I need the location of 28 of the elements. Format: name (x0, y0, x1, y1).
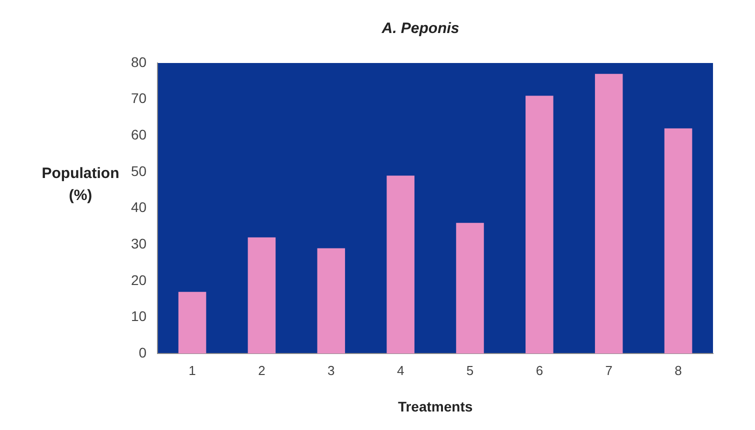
bar (386, 176, 414, 354)
bar (317, 248, 346, 354)
y-tick-label: 40 (130, 199, 147, 216)
x-tick-label: 7 (605, 362, 612, 378)
bar (594, 74, 623, 354)
x-tick-label: 3 (328, 362, 335, 378)
y-tick-label: 70 (130, 90, 147, 106)
x-tick-label: 1 (188, 362, 196, 378)
x-axis-title: Treatments (398, 398, 473, 414)
bar (456, 222, 484, 354)
y-tick-label: 20 (130, 272, 147, 288)
bar (178, 292, 206, 354)
y-tick-label: 50 (130, 162, 147, 179)
x-tick-label: 6 (536, 362, 544, 378)
bar (248, 237, 276, 354)
x-tick-label: 8 (674, 362, 682, 378)
x-tick-label: 2 (258, 362, 266, 378)
bar (664, 128, 692, 354)
y-tick-label: 30 (130, 235, 147, 252)
y-tick-label: 60 (130, 126, 147, 143)
x-tick-label: 5 (466, 362, 474, 378)
chart-title: A. Peponis (380, 20, 460, 38)
x-tick-label: 4 (396, 362, 404, 378)
y-tick-label: 0 (138, 344, 147, 360)
y-axis-title: Population (%) (40, 164, 120, 206)
bar (526, 96, 554, 354)
y-tick-label: 80 (130, 54, 147, 70)
y-tick-label: 10 (130, 308, 147, 324)
